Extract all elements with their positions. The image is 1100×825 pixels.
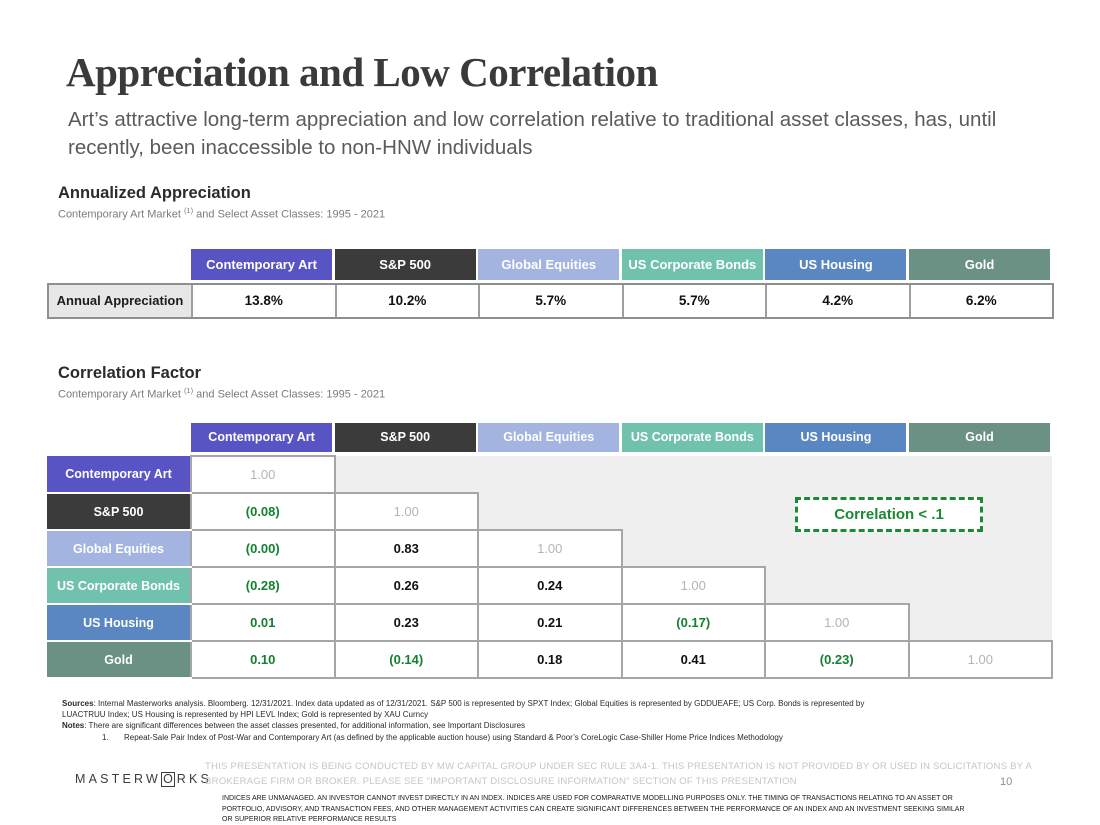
correlation-subheading-text: Contemporary Art Market [58,388,184,401]
matrix-value-cell: 0.10 [190,640,336,679]
column-header: S&P 500 [334,249,476,280]
column-header: Contemporary Art [191,249,333,280]
matrix-value-cell: 0.83 [333,529,479,568]
correlation-matrix: Contemporary Art 1.00 S&P 500 (0.08) 1.00 Glo… [47,455,1054,679]
matrix-row: Gold 0.10 (0.14) 0.18 0.41 (0.23) 1.00 [47,640,1054,679]
column-header: Gold [908,249,1051,280]
sources-line2: LUACTRUU Index; US Housing is represente… [62,710,429,720]
note-text: Repeat-Sale Pair Index of Post-War and C… [124,732,783,742]
sources-label: Sources [62,699,94,708]
matrix-value-cell: (0.17) [620,603,766,642]
note-item-1: 1. Repeat-Sale Pair Index of Post-War an… [62,732,1047,743]
footnote-ref: (1) [183,206,194,215]
matrix-row-label: Contemporary Art [47,456,191,494]
matrix-value-cell: 1.00 [333,492,479,531]
matrix-row-label: S&P 500 [47,493,191,531]
masterworks-logo: MASTERW O RKS [75,772,213,788]
matrix-value-cell: (0.14) [333,640,479,679]
column-header: Global Equities [478,249,620,280]
matrix-value-cell: 0.24 [477,566,623,605]
matrix-value-cell: (0.08) [190,492,336,531]
footnote-ref: (1) [183,386,194,395]
matrix-row-label: US Corporate Bonds [47,567,191,605]
correlation-header-row: Contemporary Art S&P 500 Global Equities US… [191,423,1051,452]
correlation-heading: Correlation Factor [58,364,202,382]
appreciation-header-row: Contemporary Art S&P 500 Global Equities US… [191,249,1051,280]
matrix-row-label: Gold [47,641,191,679]
appreciation-subheading: Contemporary Art Market (1) and Select A… [58,206,385,221]
column-header: Global Equities [478,423,620,452]
matrix-value-cell: 0.23 [333,603,479,642]
matrix-shaded-region [621,530,1053,567]
appreciation-value-cell: 6.2% [908,285,1053,317]
appreciation-value-cell: 4.2% [765,285,909,317]
matrix-value-cell: 0.01 [190,603,336,642]
column-header: S&P 500 [334,423,476,452]
logo-o-box: O [161,772,175,788]
footnotes: Sources: Internal Masterworks analysis. … [62,698,1047,743]
note-number: 1. [102,732,109,742]
appreciation-subheading-text: Contemporary Art Market [58,208,184,221]
correlation-subheading-rest: and Select Asset Classes: 1995 - 2021 [193,388,386,401]
column-header: US Corporate Bonds [621,423,763,452]
column-header: US Housing [765,249,907,280]
matrix-row: US Corporate Bonds (0.28) 0.26 0.24 1.00 [47,566,1053,605]
matrix-value-cell: 1.00 [477,529,623,568]
appreciation-row-label: Annual Appreciation [49,285,191,317]
matrix-value-cell: 1.00 [620,566,766,605]
matrix-value-cell: 0.21 [477,603,623,642]
slide-title: Appreciation and Low Correlation [66,49,658,95]
sec-disclaimer: THIS PRESENTATION IS BEING CONDUCTED BY … [205,761,1032,787]
matrix-row: Contemporary Art 1.00 [47,455,1053,494]
appreciation-table-row: Annual Appreciation 13.8% 10.2% 5.7% 5.7% 4.… [47,283,1054,319]
appreciation-value-cell: 5.7% [621,285,766,317]
sources-text: : Internal Masterworks analysis. Bloombe… [93,699,865,708]
matrix-value-cell: 1.00 [764,603,910,642]
matrix-row-label: US Housing [47,604,191,642]
matrix-shaded-region [908,604,1053,641]
logo-text-left: MASTERW [75,772,162,786]
appreciation-subheading-rest: and Select Asset Classes: 1995 - 2021 [193,208,386,221]
matrix-value-cell: 1.00 [907,640,1054,679]
matrix-value-cell: (0.23) [764,640,910,679]
correlation-matrix-body: Contemporary Art 1.00 S&P 500 (0.08) 1.00 Glo… [47,455,1054,679]
notes-line: Notes: There are significant differences… [62,720,1047,731]
matrix-value-cell: 0.26 [333,566,479,605]
appreciation-heading: Annualized Appreciation [58,184,251,202]
correlation-callout: Correlation < .1 [795,497,983,532]
appreciation-value-cell: 5.7% [478,285,622,317]
matrix-row: Global Equities (0.00) 0.83 1.00 [47,529,1053,568]
matrix-row-label: Global Equities [47,530,191,568]
appreciation-value-cell: 10.2% [334,285,479,317]
matrix-shaded-region [765,567,1053,604]
matrix-shaded-region [334,456,1053,493]
notes-label: Notes [62,721,85,731]
column-header: Gold [908,423,1051,452]
column-header: US Corporate Bonds [621,249,763,280]
slide-subtitle: Art’s attractive long-term appreciation … [68,108,997,159]
page-number: 10 [1000,776,1013,788]
sources-line: Sources: Internal Masterworks analysis. … [62,698,1047,709]
column-header: US Housing [765,423,907,452]
indices-disclaimer: INDICES ARE UNMANAGED. AN INVESTOR CANNO… [222,795,965,823]
appreciation-value-cell: 13.8% [191,285,335,317]
logo-text-right: RKS [176,772,213,786]
matrix-value-cell: (0.28) [190,566,336,605]
correlation-subheading: Contemporary Art Market (1) and Select A… [58,386,385,401]
matrix-row: US Housing 0.01 0.23 0.21 (0.17) 1.00 [47,603,1053,642]
matrix-value-cell: 0.41 [620,640,766,679]
matrix-value-cell: 1.00 [190,455,336,494]
column-header: Contemporary Art [191,423,333,452]
notes-text: : There are significant differences betw… [84,721,526,731]
matrix-value-cell: 0.18 [477,640,623,679]
matrix-value-cell: (0.00) [190,529,336,568]
